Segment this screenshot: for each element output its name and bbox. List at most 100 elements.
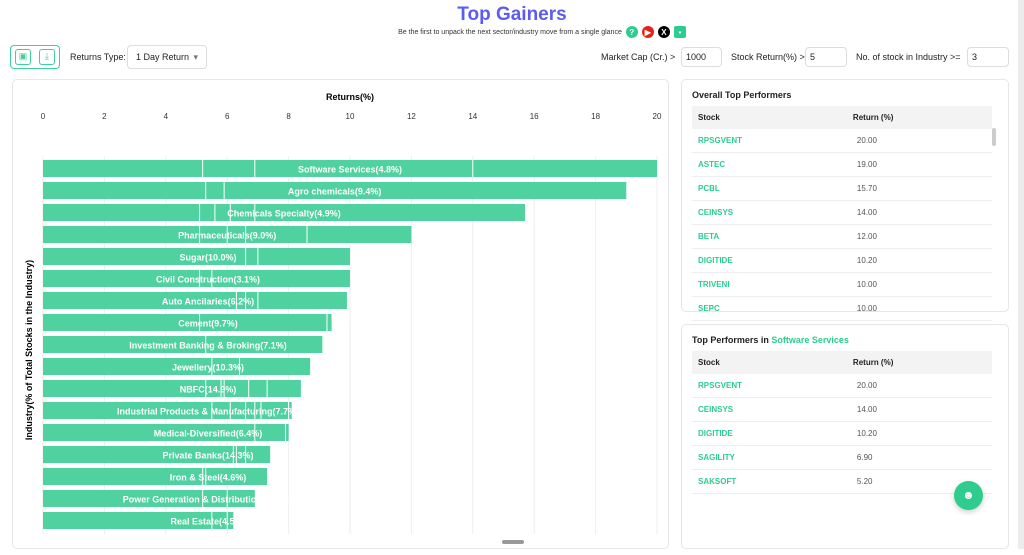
table-row[interactable]: CEINSYS 14.00 [692, 397, 992, 422]
table-row[interactable]: BETA 12.00 [692, 224, 992, 249]
returns-type-select[interactable]: 1 Day Return ▾ [127, 45, 207, 69]
returns-bar-chart: Returns(%) Industry(% of Total Stocks in … [24, 92, 662, 534]
table-row[interactable]: TRIVENI 10.00 [692, 272, 992, 297]
chart-card: Returns(%) Industry(% of Total Stocks in … [12, 79, 669, 549]
stock-link[interactable]: RPSGVENT [692, 129, 847, 153]
bar-label: Chemicals Specialty(4.9%) [227, 209, 341, 219]
y-axis-title: Industry(% of Total Stocks in the Indust… [24, 260, 34, 440]
x-tick-label: 8 [286, 112, 291, 121]
num-stock-label: No. of stock in Industry >= [856, 52, 961, 62]
page-title: Top Gainers [457, 4, 567, 25]
bar-label: Jewellery(10.3%) [172, 363, 244, 373]
stock-link[interactable]: SAGILITY [692, 445, 847, 470]
bar [43, 314, 332, 331]
return-value: 10.00 [846, 272, 992, 297]
return-value: 14.00 [846, 200, 992, 225]
bar [43, 380, 301, 397]
bar-label: Pharmaceuticals(9.0%) [178, 231, 276, 241]
stock-link[interactable]: CEINSYS [692, 200, 847, 225]
x-tick-label: 20 [653, 112, 662, 121]
table-row[interactable]: SEPC 10.00 [692, 296, 992, 321]
x-tick-label: 12 [407, 112, 416, 121]
bar [43, 270, 350, 287]
help-icon[interactable]: ? [625, 26, 638, 38]
robot-icon: ☻ [962, 488, 975, 502]
stock-link[interactable]: BETA [692, 224, 847, 249]
x-icon[interactable]: X [657, 26, 670, 38]
stock-link[interactable]: CEINSYS [692, 397, 847, 422]
table-row[interactable]: SAGILITY 6.90 [692, 445, 992, 470]
subtitle: Be the first to unpack the next sector/i… [398, 28, 622, 36]
table-row[interactable]: CEINSYS 14.00 [692, 200, 992, 225]
page-scrollbar[interactable] [1018, 0, 1024, 549]
market-cap-input[interactable]: 1000 [681, 47, 722, 67]
bar-label: Real Estate(4.5%) [170, 517, 245, 527]
industry-card: Top Performers in Software Services Stoc… [681, 324, 1009, 549]
bar [43, 204, 525, 221]
chevron-down-icon: ▾ [193, 52, 198, 62]
stock-link[interactable]: DIGITIDE [692, 421, 847, 446]
x-tick-label: 16 [530, 112, 539, 121]
stock-link[interactable]: DIGITIDE [692, 248, 847, 273]
return-value: 19.00 [846, 152, 992, 177]
table-row[interactable]: RPSGVENT 20.00 [692, 374, 992, 398]
table-row[interactable]: SAKSOFT 5.20 [692, 469, 992, 494]
chatbot-button[interactable]: ☻ [954, 481, 983, 510]
return-value: 20.00 [846, 129, 992, 153]
bar [43, 468, 268, 485]
bar-label: Medical-Diversified(6.4%) [154, 429, 263, 439]
overall-card: Overall Top Performers Stock Return (%) … [681, 79, 1009, 321]
returns-type-value: 1 Day Return [136, 52, 190, 62]
overall-title: Overall Top Performers [692, 90, 792, 100]
bar-label: Private Banks(14.3%) [162, 451, 253, 461]
bar-label: NBFC(14.9%) [180, 385, 237, 395]
x-tick-label: 2 [102, 112, 107, 121]
return-value: 10.20 [846, 421, 992, 446]
x-tick-label: 18 [591, 112, 600, 121]
bar [43, 446, 271, 463]
x-tick-label: 14 [468, 112, 477, 121]
bar [43, 358, 311, 375]
stock-link[interactable]: SAKSOFT [692, 469, 847, 494]
return-value: 14.00 [846, 397, 992, 422]
col-return: Return (%) [846, 351, 992, 374]
resize-handle[interactable] [502, 540, 524, 544]
stock-return-input[interactable]: 5 [805, 47, 847, 67]
table-row[interactable]: PCBL 15.70 [692, 176, 992, 201]
stock-link[interactable]: RPSGVENT [692, 374, 847, 398]
chat-icon[interactable]: ▪ [673, 26, 686, 38]
table-row[interactable]: RPSGVENT 20.00 [692, 129, 992, 153]
industry-title-name: Software Services [771, 335, 849, 345]
download-icon[interactable]: ⤓ [39, 49, 55, 65]
bar [43, 512, 234, 529]
stock-link[interactable]: TRIVENI [692, 272, 847, 297]
youtube-icon[interactable]: ▶ [641, 26, 654, 38]
toolbox: ▣ ⤓ [10, 45, 60, 69]
subtitle-row: Be the first to unpack the next sector/i… [0, 26, 1024, 38]
x-axis-title: Returns(%) [326, 92, 374, 102]
industry-title: Top Performers in Software Services [692, 335, 1008, 345]
market-cap-label: Market Cap (Cr.) > [601, 52, 676, 62]
scrollbar[interactable] [992, 128, 996, 146]
return-value: 6.90 [846, 445, 992, 470]
bar [43, 160, 657, 177]
return-value: 15.70 [846, 176, 992, 201]
num-stock-input[interactable]: 3 [967, 47, 1009, 67]
bar-label: Civil Construction(3.1%) [156, 275, 260, 285]
bar-label: Industrial Products & Manufacturing(7.7%… [117, 407, 299, 417]
table-row[interactable]: DIGITIDE 10.20 [692, 421, 992, 446]
return-value: 10.00 [846, 296, 992, 321]
stock-link[interactable]: SEPC [692, 296, 847, 321]
bar [43, 424, 289, 441]
x-tick-label: 0 [41, 112, 46, 121]
save-image-icon[interactable]: ▣ [15, 49, 31, 65]
stock-link[interactable]: ASTEC [692, 152, 847, 177]
table-row[interactable]: ASTEC 19.00 [692, 152, 992, 177]
stock-link[interactable]: PCBL [692, 176, 847, 201]
bar-label: Auto Ancilaries(6.2%) [162, 297, 254, 307]
stock-return-label: Stock Return(%) > [731, 52, 805, 62]
bar-label: Cement(9.7%) [178, 319, 238, 329]
table-row[interactable]: DIGITIDE 10.20 [692, 248, 992, 273]
bar-label: Software Services(4.8%) [298, 165, 402, 175]
bar [43, 292, 347, 309]
